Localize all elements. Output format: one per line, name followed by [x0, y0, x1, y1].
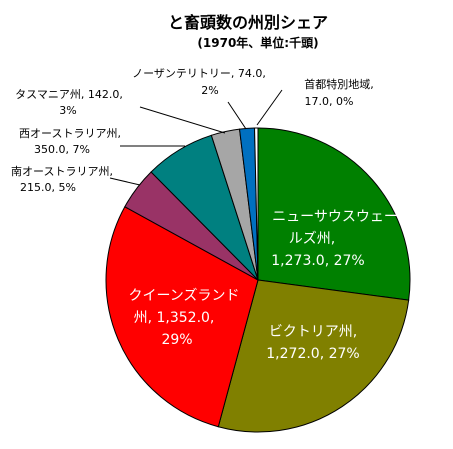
label-act-line1: 首都特別地域,	[304, 77, 374, 91]
slice-qld	[105, 206, 259, 428]
label-nsw-line1: ニューサウスウェー	[272, 209, 398, 225]
label-sa-line2: 215.0, 5%	[20, 181, 76, 194]
label-vic-line1: ビクトリア州,	[269, 324, 357, 340]
chart-subtitle: (1970年、単位:千頭)	[197, 35, 318, 50]
label-vic-line2: 1,272.0, 27%	[266, 346, 359, 362]
slice-nsw	[257, 127, 411, 301]
chart-title: と畜頭数の州別シェア	[168, 13, 328, 32]
label-act-line2: 17.0, 0%	[305, 95, 354, 108]
label-nt-line2: 2%	[201, 84, 218, 97]
label-tas-line2: 3%	[59, 104, 76, 117]
label-nsw-line2: ルズ州,	[289, 231, 335, 247]
label-qld-line1: クイーンズランド	[128, 288, 239, 304]
leader-line-sa	[109, 177, 141, 186]
leader-line-act	[256, 89, 283, 126]
label-qld-line2: 州, 1,352.0,	[134, 310, 215, 326]
label-sa-line1: 南オーストラリア州,	[11, 165, 113, 178]
leader-line-nt	[227, 101, 247, 130]
leader-lines	[109, 89, 283, 186]
label-wa-line2: 350.0, 7%	[34, 143, 90, 156]
label-nsw-line3: 1,273.0, 27%	[271, 253, 364, 269]
slice-act	[254, 127, 259, 281]
leader-line-tas	[139, 106, 226, 134]
label-nt-line1: ノーザンテリトリー, 74.0,	[132, 67, 266, 80]
label-tas-line1: タスマニア州, 142.0,	[15, 88, 123, 101]
slice-vic	[217, 279, 410, 433]
pie-slices	[105, 127, 411, 433]
label-wa-line1: 西オーストラリア州,	[19, 127, 121, 140]
label-qld-line3: 29%	[161, 332, 192, 348]
